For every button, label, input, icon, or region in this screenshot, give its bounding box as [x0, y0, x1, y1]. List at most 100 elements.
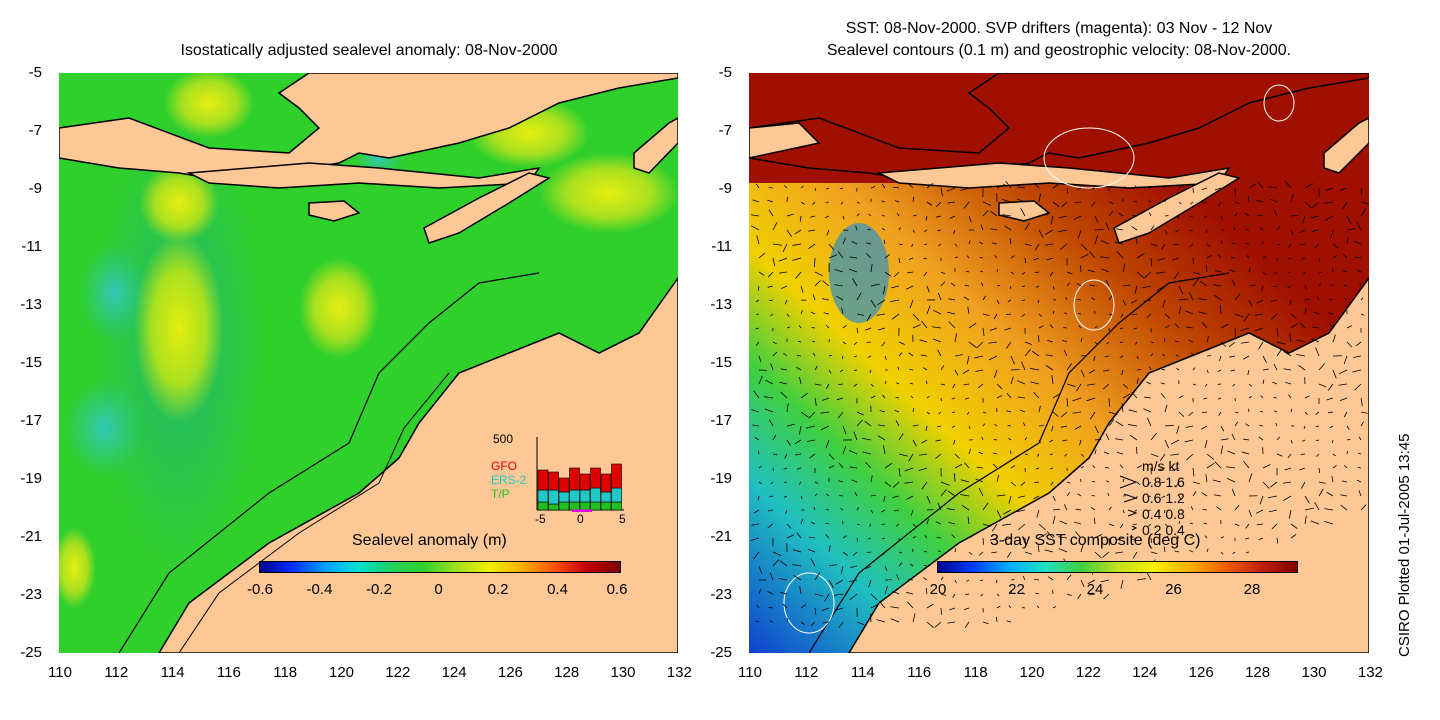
velocity-vector — [1290, 215, 1299, 217]
velocity-vector — [780, 591, 788, 595]
velocity-vector — [757, 285, 760, 291]
velocity-vector — [869, 369, 872, 373]
velocity-vector — [877, 435, 886, 441]
velocity-vector — [828, 465, 835, 469]
velocity-vector — [1203, 522, 1208, 525]
velocity-vector — [1005, 313, 1012, 316]
velocity-vector — [755, 299, 760, 303]
velocity-vector — [810, 558, 816, 567]
velocity-vector — [800, 518, 804, 525]
velocity-vector — [1310, 520, 1320, 525]
velocity-vector — [1134, 341, 1138, 345]
velocity-vector — [1214, 187, 1222, 191]
velocity-vector — [1080, 354, 1087, 357]
velocity-vector — [1359, 282, 1362, 287]
right-colorbar-title: 3-day SST composite (deg C) — [990, 532, 1201, 549]
velocity-vector — [1135, 236, 1138, 245]
velocity-vector — [1327, 411, 1334, 414]
velocity-vector — [1270, 313, 1278, 320]
velocity-vector — [1343, 285, 1348, 287]
velocity-vector — [856, 419, 863, 427]
velocity-vector — [764, 408, 774, 413]
velocity-vector — [1301, 439, 1306, 442]
right-lat-tick: -11 — [711, 238, 732, 255]
velocity-vector — [799, 215, 802, 222]
velocity-vector — [1134, 185, 1138, 189]
velocity-vector — [1330, 229, 1334, 238]
velocity-vector — [1030, 368, 1040, 371]
velocity-vector — [1003, 509, 1012, 515]
velocity-vector — [1268, 495, 1278, 499]
velocity-vector — [1164, 325, 1170, 329]
velocity-vector — [1273, 397, 1278, 399]
velocity-vector — [828, 564, 838, 567]
velocity-vector — [1161, 369, 1166, 371]
left-lon-tick: 112 — [104, 664, 129, 681]
velocity-vector — [940, 489, 947, 497]
velocity-vector — [1358, 452, 1362, 455]
velocity-vector — [932, 326, 942, 329]
left-lon-tick: 114 — [160, 664, 185, 681]
velocity-vector — [953, 473, 956, 483]
velocity-vector — [1346, 341, 1353, 348]
velocity-vector — [778, 257, 788, 262]
velocity-vector — [1136, 253, 1145, 259]
velocity-vector — [834, 268, 844, 273]
velocity-vector — [767, 271, 774, 278]
velocity-vector — [1164, 229, 1168, 235]
velocity-vector — [1077, 298, 1082, 301]
left-colorbar-tick: 0.2 — [487, 581, 509, 598]
velocity-vector — [1304, 201, 1312, 209]
velocity-vector — [1304, 515, 1307, 525]
velocity-vector — [842, 215, 845, 220]
velocity-vector — [1270, 299, 1278, 302]
velocity-vector — [758, 465, 762, 469]
velocity-vector — [1033, 257, 1040, 261]
velocity-vector — [1077, 493, 1082, 497]
inset-ymax-label: 500 — [493, 432, 514, 446]
velocity-vector — [870, 263, 873, 273]
velocity-vector — [1162, 185, 1166, 189]
velocity-vector — [837, 251, 844, 259]
velocity-vector — [912, 313, 920, 321]
velocity-vector — [1190, 201, 1194, 205]
velocity-vector — [1360, 208, 1367, 217]
velocity-vector — [865, 253, 872, 259]
velocity-vector — [1304, 507, 1314, 511]
velocity-vector — [1328, 322, 1334, 329]
velocity-vector — [926, 183, 934, 189]
velocity-vector — [1205, 474, 1208, 483]
velocity-vector — [1315, 347, 1320, 357]
velocity-vector — [1346, 228, 1356, 231]
velocity-vector — [990, 228, 998, 231]
velocity-vector — [1052, 606, 1057, 609]
velocity-vector — [768, 186, 774, 189]
velocity-vector — [1006, 392, 1012, 399]
velocity-vector — [853, 355, 858, 358]
velocity-vector — [834, 607, 844, 611]
velocity-vector — [926, 621, 934, 628]
velocity-vector — [1094, 533, 1103, 539]
velocity-vector — [884, 481, 892, 487]
velocity-vector — [765, 379, 774, 385]
velocity-vector — [1230, 369, 1236, 372]
velocity-vector — [1156, 271, 1166, 274]
velocity-vector — [1164, 313, 1171, 319]
velocity-vector — [852, 278, 858, 287]
velocity-vector — [954, 243, 958, 247]
velocity-vector — [1017, 523, 1026, 531]
velocity-vector — [1010, 271, 1014, 275]
velocity-vector — [1245, 229, 1250, 231]
velocity-vector — [1341, 480, 1348, 483]
velocity-vector — [767, 523, 774, 529]
velocity-vector — [853, 369, 858, 371]
velocity-vector — [1105, 222, 1110, 231]
histogram-bar — [600, 473, 612, 493]
velocity-vector — [1093, 355, 1096, 362]
velocity-legend-row-2: 0.6 1.2 — [1142, 490, 1185, 506]
velocity-vector — [1258, 537, 1264, 540]
velocity-vector — [814, 280, 821, 287]
velocity-vector — [890, 606, 900, 609]
velocity-vector — [840, 508, 844, 511]
velocity-vector — [954, 354, 963, 357]
